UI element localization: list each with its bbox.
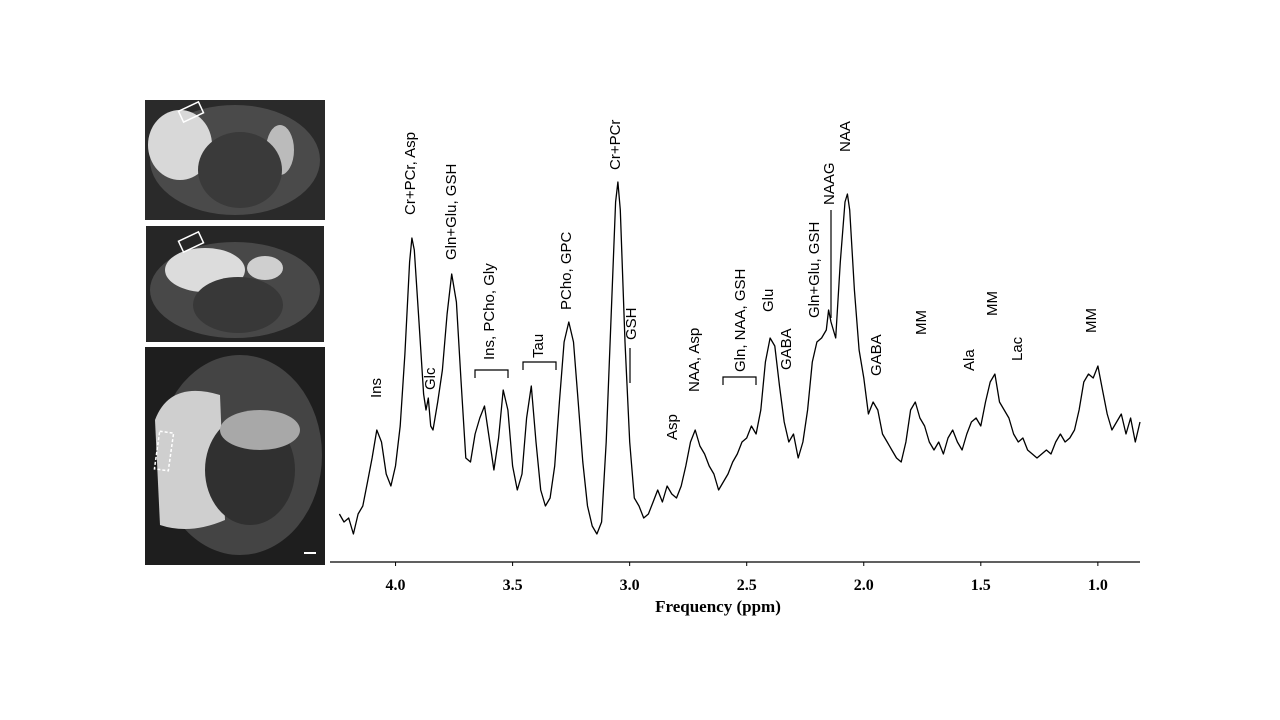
x-tick-label: 2.5 — [737, 577, 757, 594]
peak-label: Asp — [664, 414, 681, 440]
x-tick-label: 3.5 — [503, 577, 523, 594]
lesion — [155, 390, 225, 529]
scale-bar — [304, 552, 316, 554]
mri-panels — [145, 100, 325, 565]
x-tick-label: 1.5 — [971, 577, 991, 594]
peak-label: Glc — [422, 367, 439, 390]
peak-label: MM — [1083, 308, 1100, 333]
peak-label: NAA, Asp — [686, 328, 703, 392]
peak-label: Gln+Glu, GSH — [443, 164, 460, 260]
voxel — [153, 430, 175, 472]
spectrum — [338, 181, 1141, 535]
peak-label: Ala — [961, 349, 978, 371]
bracket — [474, 369, 509, 378]
bracket — [722, 376, 757, 385]
voxel — [177, 230, 205, 254]
peak-label: GABA — [868, 334, 885, 376]
annotation-guides — [474, 210, 832, 385]
peak-label: MM — [984, 291, 1001, 316]
peak-label: GSH — [623, 307, 640, 340]
peak-label: Glu — [760, 289, 777, 312]
peak-label: Gln, NAA, GSH — [732, 269, 749, 372]
x-axis-title: Frequency (ppm) — [655, 597, 781, 616]
peak-label: Lac — [1009, 336, 1026, 361]
peak-label: Gln+Glu, GSH — [806, 222, 823, 318]
lesion — [148, 110, 212, 180]
peak-label: Tau — [530, 334, 547, 358]
peak-label: Cr+PCr, Asp — [402, 132, 419, 215]
peak-label: Cr+PCr — [607, 120, 624, 170]
bracket — [522, 361, 557, 370]
peak-label: NAA — [837, 121, 854, 152]
x-tick-label: 2.0 — [854, 577, 874, 594]
voxel — [177, 100, 205, 124]
ventricle — [247, 256, 283, 280]
peak-label: Ins — [368, 378, 385, 398]
peak-label: GABA — [778, 328, 795, 370]
thalamus — [193, 277, 283, 333]
peak-label: NAAG — [821, 162, 838, 205]
x-tick-label: 4.0 — [386, 577, 406, 594]
ventricle — [220, 410, 300, 450]
peak-label: MM — [913, 310, 930, 335]
peak-label: Ins, PCho, Gly — [481, 263, 498, 360]
x-tick-label: 1.0 — [1088, 577, 1108, 594]
peak-label: PCho, GPC — [558, 231, 575, 310]
thalamus — [198, 132, 282, 208]
x-tick-label: 3.0 — [620, 577, 640, 594]
